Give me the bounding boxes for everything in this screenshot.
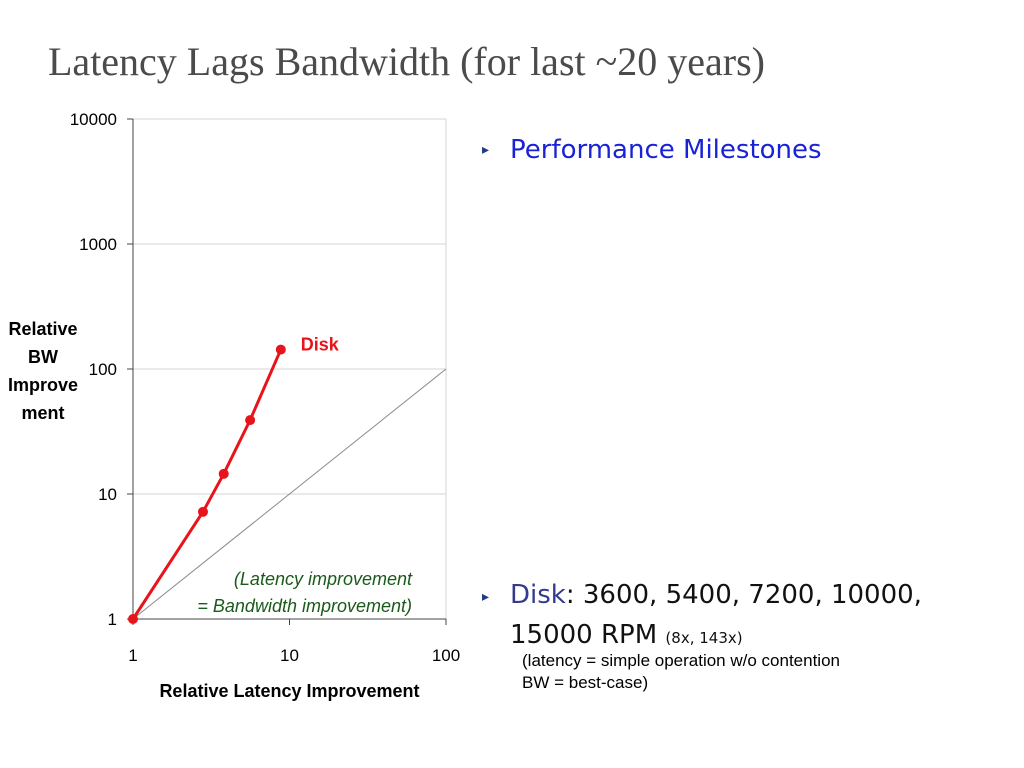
y-tick-label-1: 1 xyxy=(108,610,117,629)
data-point-4 xyxy=(245,415,256,426)
disk-series-group xyxy=(128,344,286,624)
y-tick-label-10000: 10000 xyxy=(70,110,117,129)
disk-word: Disk xyxy=(510,580,566,610)
disk-rpm-line-2: 15000 RPM (8x, 143x) xyxy=(510,620,743,650)
y-tick-label-10: 10 xyxy=(98,485,117,504)
definition-note: (latency = simple operation w/o contenti… xyxy=(522,650,840,694)
chart-labels: 1 10 100 1000 10000 1 10 100 Relative Latency Im… xyxy=(8,110,460,701)
data-point-3 xyxy=(218,468,229,479)
reference-line xyxy=(132,368,447,620)
y-axis-label-line-2: BW xyxy=(28,347,58,367)
x-axis-label: Relative Latency Improvement xyxy=(159,681,419,701)
reference-label-line-2: = Bandwidth improvement) xyxy=(197,596,412,616)
disk-rpm-values: : 3600, 5400, 7200, 10000, xyxy=(565,580,922,610)
data-point-5 xyxy=(275,344,286,355)
note-line-2: BW = best-case) xyxy=(522,673,649,692)
reference-line-group: (Latency improvement = Bandwidth improvem… xyxy=(132,368,447,620)
y-axis-label-line-1: Relative xyxy=(8,319,77,339)
disk-ratio: (8x, 143x) xyxy=(665,629,743,647)
bullet-arrow-icon: ▸ xyxy=(482,142,490,158)
y-axis-label-line-3: Improve xyxy=(8,375,78,395)
x-tick-label-10: 10 xyxy=(280,646,299,665)
data-point-1 xyxy=(128,614,138,624)
x-tick-label-100: 100 xyxy=(432,646,460,665)
disk-rpm-values-2: 15000 RPM xyxy=(510,620,658,650)
chart-axes xyxy=(127,118,447,625)
bullet-arrow-icon: ▸ xyxy=(482,589,490,605)
data-point-2 xyxy=(197,506,208,517)
y-tick-label-1000: 1000 xyxy=(79,235,117,254)
y-axis-label-line-4: ment xyxy=(21,403,64,423)
reference-label-line-1: (Latency improvement xyxy=(234,569,413,589)
y-tick-label-100: 100 xyxy=(89,360,117,379)
x-tick-label-1: 1 xyxy=(128,646,137,665)
bullet-text: Performance Milestones xyxy=(510,135,822,165)
chart-gridlines xyxy=(133,118,447,619)
series-label-disk: Disk xyxy=(301,335,340,355)
disk-rpm-line: Disk: 3600, 5400, 7200, 10000, xyxy=(510,580,922,610)
note-line-1: (latency = simple operation w/o contenti… xyxy=(522,651,840,670)
slide-title: Latency Lags Bandwidth (for last ~20 yea… xyxy=(48,39,765,84)
